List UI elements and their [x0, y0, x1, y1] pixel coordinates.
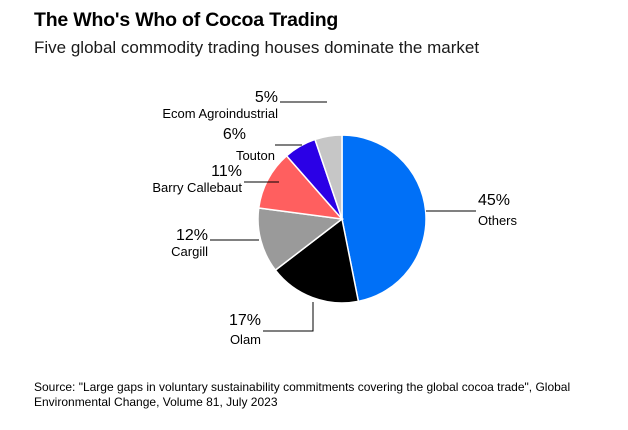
slice-name-others: Others [478, 213, 518, 228]
slice-name-ecom-agroindustrial: Ecom Agroindustrial [162, 106, 278, 121]
data-label-olam: 17% [229, 312, 261, 329]
chart-subtitle: Five global commodity trading houses dom… [34, 38, 480, 57]
leader-line-olam [263, 302, 314, 332]
slice-name-barry-callebaut: Barry Callebaut [152, 180, 242, 195]
pie-chart: 45% Others 17% Olam 12%Cargill 11%Barry Calle… [152, 89, 518, 347]
slice-name-touton: Touton [236, 148, 275, 163]
data-label-barry-callebaut: 11% [211, 163, 242, 180]
pie-slice-others [341, 134, 427, 303]
pie-slice-olam [274, 217, 360, 304]
source-note: Source: "Large gaps in voluntary sustain… [34, 380, 571, 409]
pie-slice-ecom-agroindustrial [314, 134, 343, 220]
data-label-cargill: 12% [176, 227, 208, 244]
slice-name-cargill: Cargill [171, 244, 208, 259]
chart-title: The Who's Who of Cocoa Trading [34, 9, 339, 31]
data-label-others: 45% [478, 192, 510, 209]
data-label-ecom-agroindustrial: 5% [255, 89, 278, 106]
slice-name-olam: Olam [230, 332, 261, 347]
data-label-touton: 6% [223, 126, 246, 143]
pie-slice-cargill [257, 207, 344, 272]
